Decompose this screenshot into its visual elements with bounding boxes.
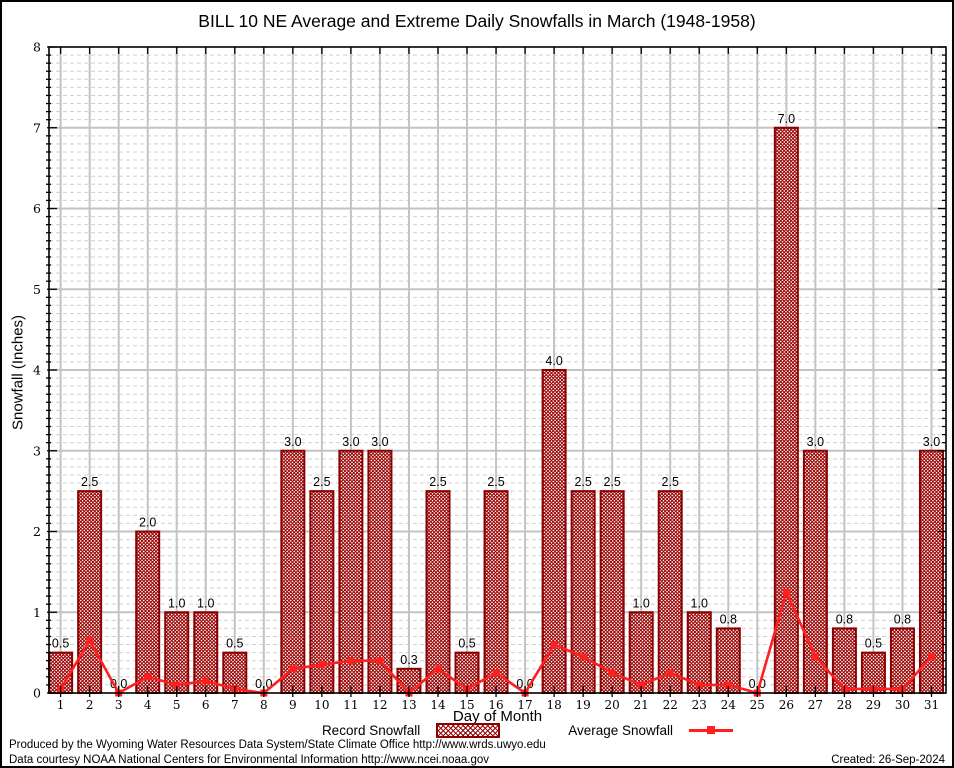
- svg-text:0.8: 0.8: [720, 612, 737, 626]
- svg-text:17: 17: [517, 698, 532, 712]
- svg-text:5: 5: [33, 282, 41, 297]
- svg-text:1.0: 1.0: [691, 596, 708, 610]
- svg-text:3.0: 3.0: [371, 435, 388, 449]
- svg-text:1: 1: [33, 605, 41, 620]
- svg-text:9: 9: [289, 698, 297, 712]
- svg-text:4: 4: [33, 363, 41, 378]
- svg-text:3.0: 3.0: [923, 435, 940, 449]
- average-snowfall-line-icon: [689, 726, 734, 734]
- svg-text:0.5: 0.5: [52, 637, 69, 651]
- svg-text:20: 20: [605, 698, 620, 712]
- svg-text:30: 30: [895, 698, 910, 712]
- bar-day-5: [164, 611, 190, 694]
- svg-text:0.8: 0.8: [894, 612, 911, 626]
- svg-text:18: 18: [546, 698, 561, 712]
- svg-text:2.0: 2.0: [139, 516, 156, 530]
- svg-text:1.0: 1.0: [632, 596, 649, 610]
- legend-average-label: Average Snowfall: [568, 723, 674, 738]
- y-tick-labels: 0 1 2 3 4 5 6 7 8: [33, 40, 41, 701]
- axis-ticks: [46, 46, 946, 697]
- bar-day-30: [889, 627, 915, 695]
- svg-text:2.5: 2.5: [313, 475, 330, 489]
- bar-day-22: [657, 490, 683, 694]
- svg-text:6: 6: [33, 201, 41, 216]
- svg-text:6: 6: [202, 698, 210, 712]
- svg-text:2.5: 2.5: [603, 475, 620, 489]
- svg-text:0.5: 0.5: [865, 637, 882, 651]
- bar-day-14: [425, 490, 451, 694]
- chart-plot: 0.52.50.02.01.0 1.00.50.03.02.53.0 3.00.32…: [33, 40, 947, 712]
- bar-day-20: [599, 490, 625, 694]
- bar-day-9: [280, 449, 306, 694]
- record-snowfall-swatch-icon: [436, 723, 501, 738]
- svg-text:15: 15: [459, 698, 474, 712]
- svg-text:0.5: 0.5: [458, 637, 475, 651]
- svg-text:1.0: 1.0: [197, 596, 214, 610]
- svg-text:2.5: 2.5: [429, 475, 446, 489]
- svg-text:8: 8: [33, 40, 41, 55]
- svg-text:11: 11: [343, 698, 358, 712]
- svg-text:10: 10: [314, 698, 329, 712]
- svg-text:1: 1: [57, 698, 65, 712]
- svg-text:13: 13: [401, 698, 416, 712]
- svg-text:0.5: 0.5: [226, 637, 243, 651]
- footer-data-courtesy: Data courtesy NOAA National Centers for …: [9, 754, 490, 766]
- svg-text:3.0: 3.0: [342, 435, 359, 449]
- svg-text:3: 3: [33, 443, 41, 458]
- svg-text:3.0: 3.0: [807, 435, 824, 449]
- svg-text:8: 8: [260, 698, 268, 712]
- svg-text:2: 2: [86, 698, 94, 712]
- svg-text:2.5: 2.5: [81, 475, 98, 489]
- svg-text:25: 25: [750, 698, 765, 712]
- footer-produced-by: Produced by the Wyoming Water Resources …: [9, 739, 546, 751]
- svg-text:7: 7: [231, 698, 239, 712]
- svg-text:31: 31: [924, 698, 939, 712]
- svg-text:0: 0: [33, 686, 41, 701]
- svg-text:2.5: 2.5: [574, 475, 591, 489]
- chart-title: BILL 10 NE Average and Extreme Daily Sno…: [198, 11, 756, 31]
- legend-record-label: Record Snowfall: [321, 723, 421, 738]
- svg-text:23: 23: [692, 698, 707, 712]
- svg-text:7: 7: [33, 120, 41, 135]
- bar-day-28: [831, 627, 857, 695]
- svg-text:3: 3: [115, 698, 123, 712]
- svg-text:0.8: 0.8: [836, 612, 853, 626]
- svg-text:21: 21: [634, 698, 649, 712]
- legend: Record Snowfall Average Snowfall: [79, 723, 952, 738]
- svg-text:0.0: 0.0: [255, 677, 272, 691]
- svg-text:12: 12: [372, 698, 387, 712]
- svg-text:4.0: 4.0: [545, 354, 562, 368]
- svg-text:24: 24: [721, 698, 737, 712]
- svg-text:3.0: 3.0: [284, 435, 301, 449]
- svg-text:2.5: 2.5: [662, 475, 679, 489]
- line-marker-icon: [707, 726, 716, 734]
- svg-text:0.3: 0.3: [400, 653, 417, 667]
- svg-text:1.0: 1.0: [168, 596, 185, 610]
- svg-text:16: 16: [488, 698, 503, 712]
- bar-day-2: [77, 490, 103, 694]
- footer-row: Data courtesy NOAA National Centers for …: [9, 754, 945, 766]
- svg-text:7.0: 7.0: [778, 112, 795, 126]
- svg-text:28: 28: [837, 698, 852, 712]
- svg-text:19: 19: [575, 698, 590, 712]
- svg-text:2: 2: [33, 524, 41, 539]
- x-tick-labels: 1 2 3 4 5 6 7 8 9 10 11 12 13 14 15 16 17 18 19 20 21 22 23 24 2…: [57, 698, 939, 712]
- bar-value-labels: 0.52.50.02.01.0 1.00.50.03.02.53.0 3.00.32…: [52, 112, 940, 691]
- svg-text:14: 14: [430, 698, 446, 712]
- x-axis-label: Day of Month: [452, 708, 543, 725]
- bar-day-11: [338, 449, 364, 694]
- svg-text:2.5: 2.5: [487, 475, 504, 489]
- svg-text:22: 22: [663, 698, 678, 712]
- svg-text:26: 26: [779, 698, 794, 712]
- bar-day-16: [483, 490, 509, 694]
- svg-text:4: 4: [144, 698, 152, 712]
- bar-day-19: [570, 490, 596, 694]
- bar-day-4: [135, 530, 161, 694]
- svg-text:27: 27: [808, 698, 823, 712]
- svg-text:29: 29: [866, 698, 881, 712]
- bar-day-12: [367, 449, 393, 694]
- svg-text:5: 5: [173, 698, 181, 712]
- footer-created-date: Created: 26-Sep-2024: [831, 754, 945, 766]
